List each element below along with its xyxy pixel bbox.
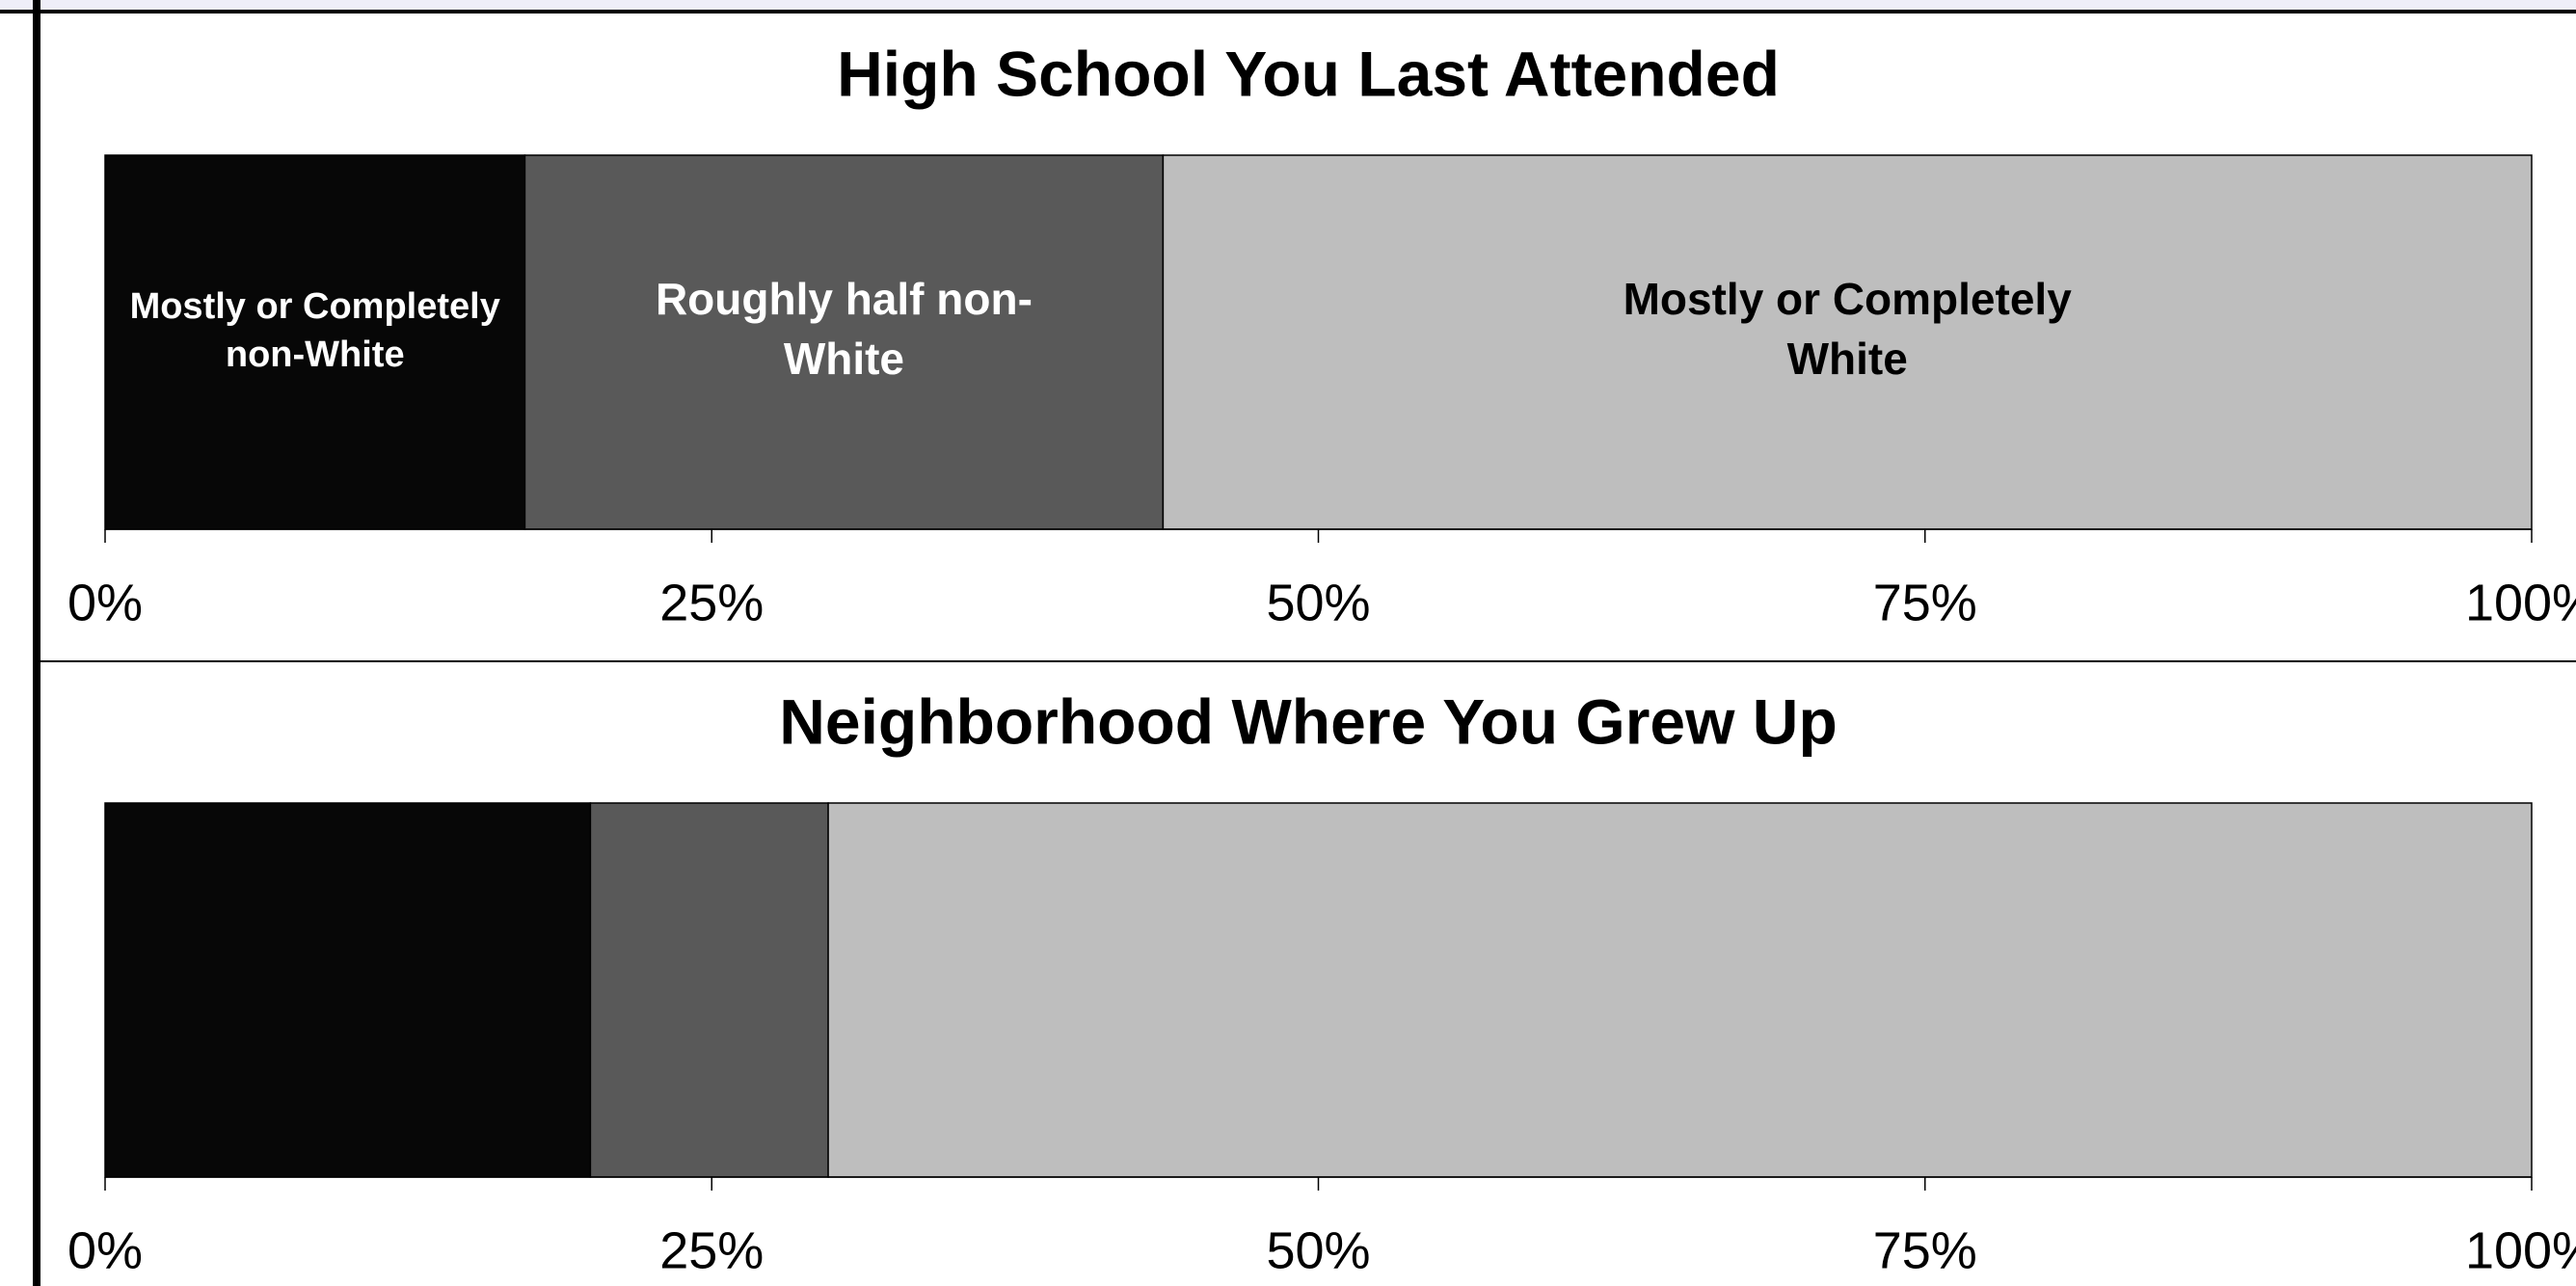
high-school-x-tick-label-2: 50% <box>1266 574 1370 631</box>
neighborhood-x-tick-label-0: 0% <box>67 1221 143 1279</box>
high-school-bar-segment-1 <box>104 154 526 530</box>
high-school-x-tick-label-3: 75% <box>1873 574 1977 631</box>
left-frame-border <box>33 0 40 1286</box>
high-school-chart: High School You Last Attended Mostly or C… <box>67 38 2576 631</box>
panel-divider <box>40 660 2576 662</box>
high-school-bar-segment-3 <box>1162 154 2533 530</box>
high-school-x-tick-label-1: 25% <box>659 574 764 631</box>
neighborhood-bar-segment-3 <box>827 802 2533 1178</box>
high-school-chart-title: High School You Last Attended <box>837 38 1780 109</box>
neighborhood-bar-segment-1 <box>104 802 592 1178</box>
neighborhood-bar-segment-2 <box>589 802 829 1178</box>
high-school-segment-3-label-line-1: Mostly or Completely <box>1623 274 2073 324</box>
top-frame-strip <box>0 0 2576 13</box>
high-school-segment-1-label-line-2: non-White <box>226 335 405 375</box>
high-school-bar-segment-2 <box>523 154 1165 530</box>
neighborhood-chart: Neighborhood Where You Grew Up 0% 25% 50% 75… <box>67 685 2576 1279</box>
high-school-x-tick-label-0: 0% <box>67 574 143 631</box>
neighborhood-x-tick-label-4: 100% <box>2465 1221 2576 1279</box>
high-school-segment-2-label-line-1: Roughly half non- <box>656 274 1033 324</box>
high-school-segment-1-label-line-1: Mostly or Completely <box>130 286 500 327</box>
chart-panel-high-school: High School You Last Attended Mostly or C… <box>40 13 2576 660</box>
neighborhood-x-tick-label-2: 50% <box>1266 1221 1370 1279</box>
chart-panel-neighborhood: Neighborhood Where You Grew Up 0% 25% 50% 75… <box>40 661 2576 1286</box>
high-school-segment-3-label-line-2: White <box>1787 334 1908 384</box>
high-school-x-tick-label-4: 100% <box>2465 574 2576 631</box>
neighborhood-x-tick-label-1: 25% <box>659 1221 764 1279</box>
high-school-segment-2-label-line-2: White <box>784 334 904 384</box>
neighborhood-chart-title: Neighborhood Where You Grew Up <box>779 685 1838 757</box>
neighborhood-x-tick-label-3: 75% <box>1873 1221 1977 1279</box>
